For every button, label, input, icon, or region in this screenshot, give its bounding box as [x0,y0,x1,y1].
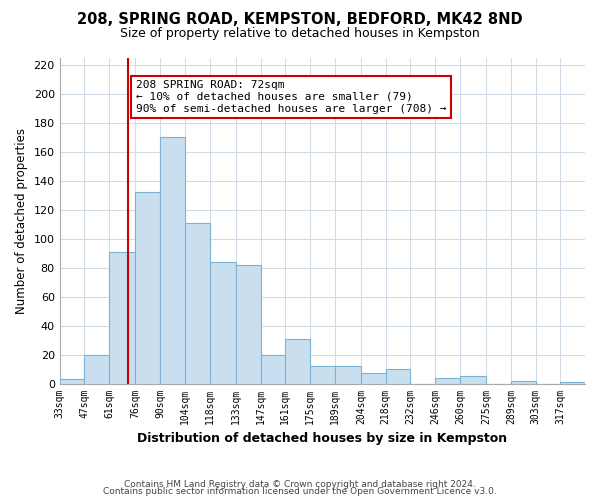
Bar [335,366,361,384]
Text: 208, SPRING ROAD, KEMPSTON, BEDFORD, MK42 8ND: 208, SPRING ROAD, KEMPSTON, BEDFORD, MK4… [77,12,523,28]
Text: 208 SPRING ROAD: 72sqm
← 10% of detached houses are smaller (79)
90% of semi-det: 208 SPRING ROAD: 72sqm ← 10% of detached… [136,80,446,114]
Text: Size of property relative to detached houses in Kempston: Size of property relative to detached ho… [120,28,480,40]
Bar [560,382,585,384]
Bar [136,192,160,384]
Bar [185,222,209,384]
Bar [286,338,310,384]
Bar [236,264,260,384]
Bar [435,378,460,384]
Bar [59,379,85,384]
Bar [260,354,286,384]
Bar [310,366,335,384]
Bar [109,252,136,384]
Text: Contains public sector information licensed under the Open Government Licence v3: Contains public sector information licen… [103,488,497,496]
Bar [460,376,486,384]
Bar [361,374,386,384]
Bar [511,380,536,384]
Bar [85,354,109,384]
Bar [386,369,410,384]
Bar [209,262,236,384]
Y-axis label: Number of detached properties: Number of detached properties [15,128,28,314]
Bar [160,137,185,384]
Text: Contains HM Land Registry data © Crown copyright and database right 2024.: Contains HM Land Registry data © Crown c… [124,480,476,489]
X-axis label: Distribution of detached houses by size in Kempston: Distribution of detached houses by size … [137,432,508,445]
